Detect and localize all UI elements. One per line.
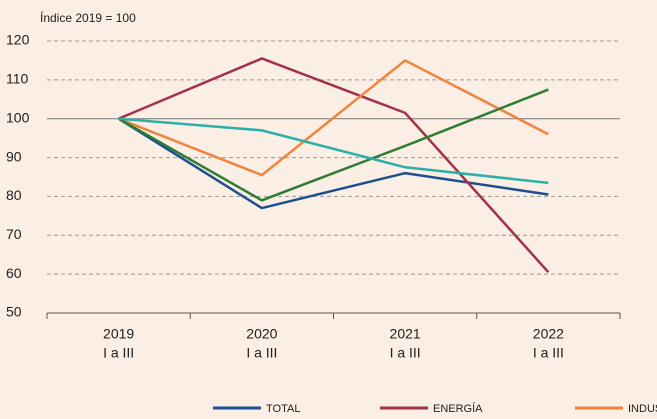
x-tick-sublabel: I a III (246, 345, 277, 361)
series-line (118, 117, 549, 185)
series-line (117, 117, 549, 210)
x-tick-label: 2019 (103, 326, 134, 342)
legend-label: TOTAL (266, 403, 300, 415)
y-tick-label: 70 (6, 226, 22, 242)
y-tick-label: 110 (6, 71, 29, 87)
series-line (118, 57, 550, 274)
legend-label: ENERGÍA (433, 402, 483, 415)
series-line (118, 88, 549, 202)
x-tick-label: 2022 (533, 326, 564, 342)
x-tick-label: 2021 (390, 326, 421, 342)
x-tick-sublabel: I a III (390, 345, 421, 361)
y-tick-label: 60 (6, 265, 22, 281)
legend-label: INDUSTRIA, EXCLUYENDO REFINO (628, 403, 657, 415)
x-tick-sublabel: I a III (533, 345, 564, 361)
y-axis-label: Índice 2019 = 100 (40, 10, 136, 25)
x-tick-sublabel: I a III (103, 345, 134, 361)
series-line (118, 58, 549, 177)
y-tick-label: 80 (6, 187, 22, 203)
y-tick-label: 90 (6, 148, 22, 164)
y-tick-label: 50 (6, 304, 22, 320)
y-tick-label: 100 (6, 109, 30, 125)
x-tick-label: 2020 (246, 326, 277, 342)
y-tick-label: 120 (6, 32, 30, 48)
